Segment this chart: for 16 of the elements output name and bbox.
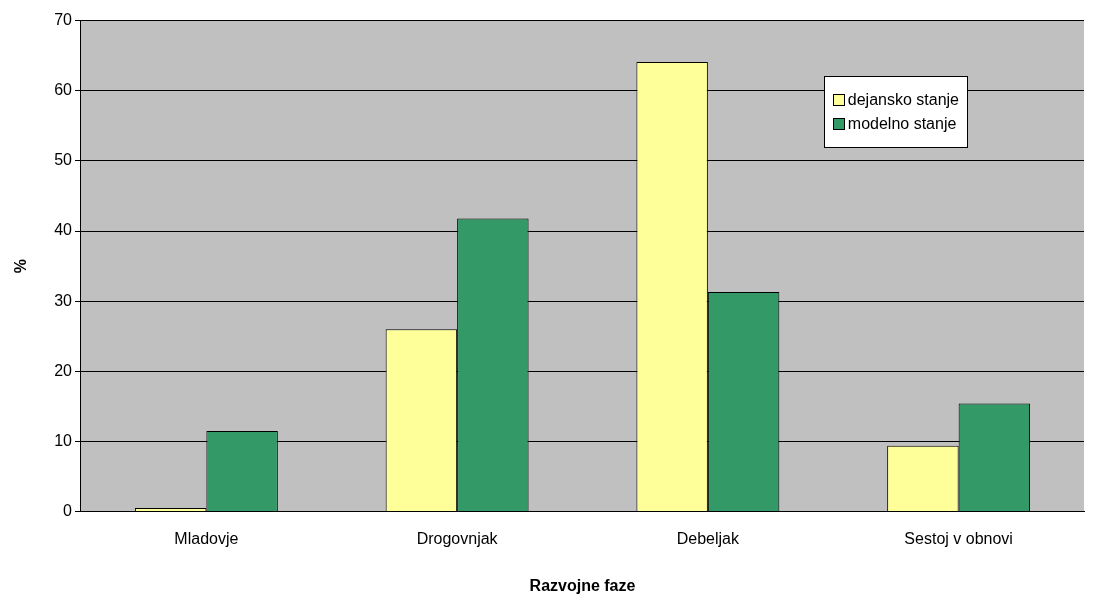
y-tick-label: 50	[54, 151, 73, 169]
y-tick-label: 30	[54, 291, 73, 309]
x-tick-label: Debeljak	[676, 529, 740, 547]
legend-label: dejansko stanje	[847, 91, 959, 109]
y-tick-label: 10	[54, 431, 73, 449]
x-axis-title: Razvojne faze	[529, 576, 636, 594]
y-tick-label: 70	[54, 11, 73, 29]
x-tick-label: Sestoj v obnovi	[904, 529, 1013, 547]
y-tick-label: 40	[54, 221, 73, 239]
x-tick-label: Mladovje	[174, 529, 239, 547]
x-tick-label: Drogovnjak	[416, 529, 499, 547]
legend-label: modelno stanje	[847, 115, 957, 133]
y-tick-label: 60	[54, 81, 73, 99]
y-tick-label: 0	[63, 502, 73, 520]
y-tick-label: 20	[54, 361, 73, 379]
y-axis-title: %	[12, 258, 30, 274]
